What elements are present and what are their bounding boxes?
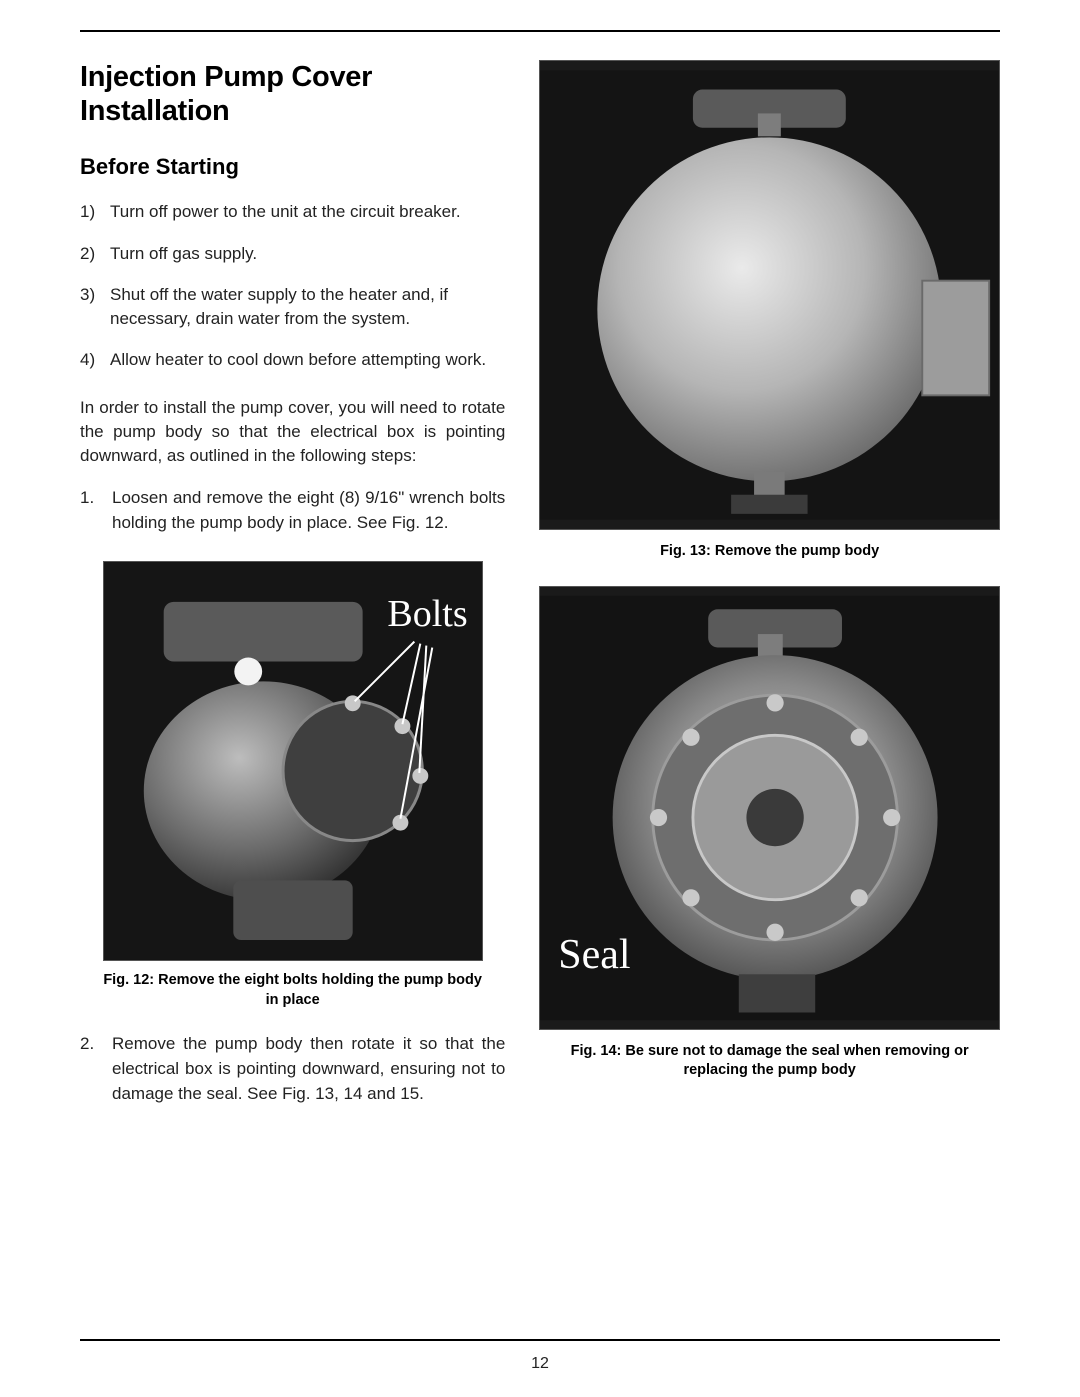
figure-14-caption: Fig. 14: Be sure not to damage the seal … bbox=[539, 1042, 1000, 1081]
install-steps-list: 1. Loosen and remove the eight (8) 9/16"… bbox=[80, 486, 505, 535]
list-text: Turn off power to the unit at the circui… bbox=[110, 200, 461, 223]
install-steps-list-cont: 2. Remove the pump body then rotate it s… bbox=[80, 1032, 505, 1106]
list-text: Shut off the water supply to the heater … bbox=[110, 283, 505, 330]
page-number: 12 bbox=[0, 1355, 1080, 1373]
list-marker: 1. bbox=[80, 486, 112, 535]
right-column: Fig. 13: Remove the pump body bbox=[539, 60, 1000, 1126]
list-text: Loosen and remove the eight (8) 9/16" wr… bbox=[112, 486, 505, 535]
before-starting-list: 1) Turn off power to the unit at the cir… bbox=[80, 200, 505, 371]
figure-12-label: Bolts bbox=[387, 592, 467, 636]
list-text: Remove the pump body then rotate it so t… bbox=[112, 1032, 505, 1106]
list-text: Turn off gas supply. bbox=[110, 242, 257, 265]
list-marker: 3) bbox=[80, 283, 110, 330]
figure-14-label: Seal bbox=[558, 931, 630, 979]
figure-12-image: Bolts bbox=[103, 561, 483, 961]
page-title: Injection Pump Cover Installation bbox=[80, 60, 505, 128]
figure-12: Bolts Fig. 12: Remove the eight bolts ho… bbox=[80, 561, 505, 1010]
before-step-2: 2) Turn off gas supply. bbox=[80, 242, 505, 265]
before-step-3: 3) Shut off the water supply to the heat… bbox=[80, 283, 505, 330]
list-marker: 4) bbox=[80, 348, 110, 371]
intro-paragraph: In order to install the pump cover, you … bbox=[80, 396, 505, 468]
figure-12-caption: Fig. 12: Remove the eight bolts holding … bbox=[103, 971, 483, 1010]
figure-13: Fig. 13: Remove the pump body bbox=[539, 60, 1000, 562]
left-column: Injection Pump Cover Installation Before… bbox=[80, 60, 505, 1126]
before-step-1: 1) Turn off power to the unit at the cir… bbox=[80, 200, 505, 223]
list-marker: 2. bbox=[80, 1032, 112, 1106]
list-marker: 2) bbox=[80, 242, 110, 265]
list-text: Allow heater to cool down before attempt… bbox=[110, 348, 486, 371]
install-step-2: 2. Remove the pump body then rotate it s… bbox=[80, 1032, 505, 1106]
figure-14: Seal Fig. 14: Be sure not to damage the … bbox=[539, 586, 1000, 1081]
page-content: Injection Pump Cover Installation Before… bbox=[80, 60, 1000, 1126]
pump-body-illustration-icon bbox=[540, 61, 999, 529]
figure-14-image: Seal bbox=[539, 586, 1000, 1030]
before-starting-heading: Before Starting bbox=[80, 154, 505, 180]
figure-13-caption: Fig. 13: Remove the pump body bbox=[539, 542, 1000, 562]
before-step-4: 4) Allow heater to cool down before atte… bbox=[80, 348, 505, 371]
figure-13-image bbox=[539, 60, 1000, 530]
list-marker: 1) bbox=[80, 200, 110, 223]
install-step-1: 1. Loosen and remove the eight (8) 9/16"… bbox=[80, 486, 505, 535]
bottom-rule bbox=[80, 1339, 1000, 1341]
top-rule bbox=[80, 30, 1000, 32]
